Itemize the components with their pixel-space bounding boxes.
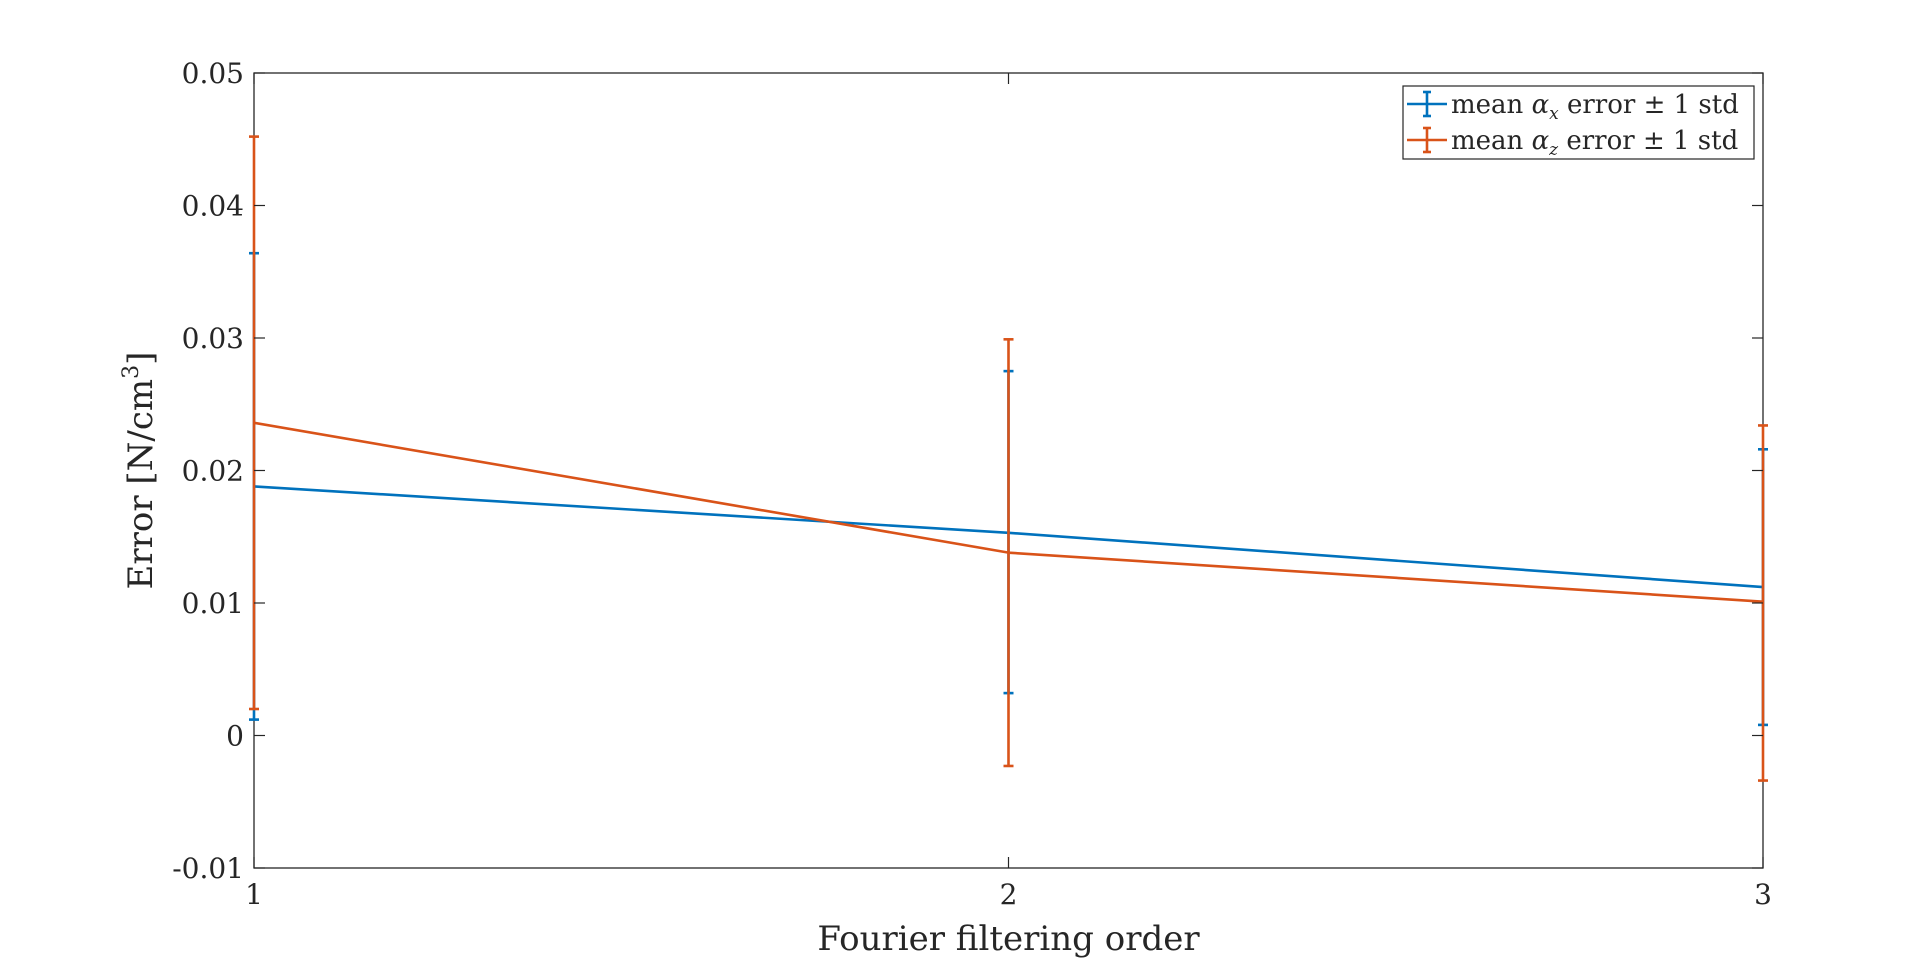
legend-label-symbol: α [1532,126,1550,156]
legend-label-alpha-x: mean αx error ± 1 std [1451,90,1739,124]
legend-entry-alpha-z: mean αz error ± 1 std [1407,126,1738,160]
legend-swatch-alpha-z [1407,126,1447,154]
y-axis-label-close: ] [121,352,161,365]
legend-box [1402,85,1755,160]
legend-entry-alpha-x: mean αx error ± 1 std [1407,90,1739,124]
y-tick-label: 0.04 [182,190,244,223]
series-z [249,135,1768,782]
legend-label-symbol: α [1532,90,1550,120]
y-tick-label: 0.02 [182,455,244,488]
x-tick-label: 3 [1754,878,1772,911]
legend-label-prefix: mean [1451,90,1532,120]
series-line [253,421,1764,603]
y-axis-label: Error [N/cm3] [119,352,161,590]
y-tick-label: -0.01 [172,852,244,885]
legend: mean αx error ± 1 std mean αz error ± 1 … [1402,85,1755,160]
legend-swatch-alpha-x [1407,90,1447,118]
legend-label-subscript: z [1548,140,1559,160]
x-tick-label: 1 [245,878,263,911]
x-axis-label: Fourier filtering order [817,919,1200,959]
y-tick-label: 0.03 [182,322,244,355]
legend-label-suffix: error ± 1 std [1558,126,1738,156]
legend-label-suffix: error ± 1 std [1559,90,1739,120]
y-tick-label: 0.01 [182,587,244,620]
series-layer [249,135,1768,782]
ticks-layer: 1 2 3 -0.01 0 0.01 0.02 0.03 0.04 0.05 [172,57,1772,911]
y-axis-label-main: Error [N/cm [121,379,161,590]
legend-label-subscript: x [1549,104,1559,124]
y-tick-label: 0 [226,720,244,753]
y-axis-label-superscript: 3 [119,365,144,379]
x-tick-label: 2 [1000,878,1018,911]
y-tick-label: 0.05 [182,57,244,90]
legend-label-prefix: mean [1451,126,1532,156]
legend-label-alpha-z: mean αz error ± 1 std [1451,126,1738,160]
